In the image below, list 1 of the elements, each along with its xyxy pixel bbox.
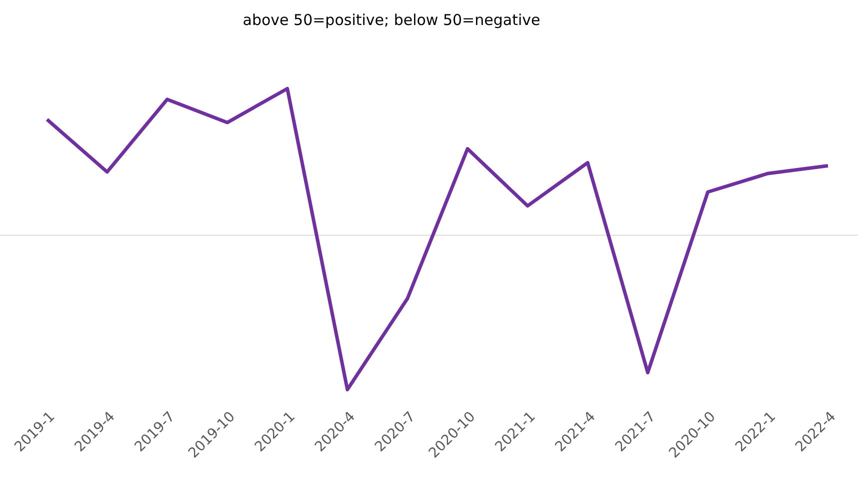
chart-title: above 50=positive; below 50=negative xyxy=(242,11,540,29)
